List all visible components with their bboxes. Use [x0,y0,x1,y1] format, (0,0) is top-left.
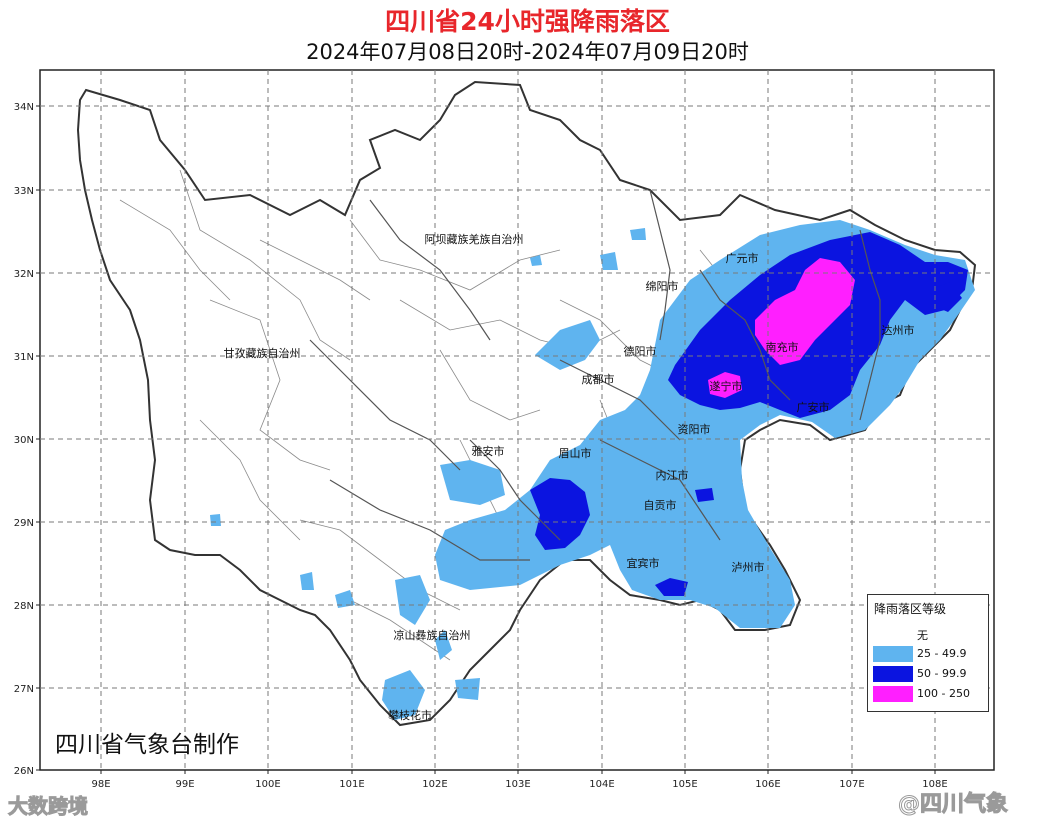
region-label-deyang: 德阳市 [624,344,657,358]
lat-label: 28N [14,601,34,612]
legend-label: 50 - 99.9 [917,667,967,680]
legend-label: 100 - 250 [917,687,970,700]
region-label-zigong: 自贡市 [644,498,677,512]
rain-level-100 [708,258,855,398]
lon-label: 107E [839,779,864,790]
region-label-liangshan: 凉山彝族自治州 [394,628,471,642]
legend-swatch [873,686,913,702]
region-label-aba: 阿坝藏族羌族自治州 [425,232,524,246]
legend-item-50: 50 - 99.9 [873,665,985,683]
legend-swatch [873,646,913,662]
grid-lines [40,70,994,770]
watermark-right: @四川气象 [897,792,1009,818]
legend-swatch [873,666,913,682]
lon-label: 108E [922,779,947,790]
region-label-dazhou: 达州市 [882,323,915,337]
legend-item-none: 无 [873,625,985,643]
region-label-meishan: 眉山市 [559,446,592,460]
lat-label: 27N [14,684,34,695]
map-subtitle: 2024年07月08日20时-2024年07月09日20时 [306,40,749,64]
lon-label: 99E [175,779,194,790]
legend-item-25: 25 - 49.9 [873,645,985,663]
lon-label: 103E [505,779,530,790]
region-label-nanchong: 南充市 [766,340,799,354]
lat-label: 29N [14,518,34,529]
watermark-left: 大数跨境 [8,794,89,819]
region-label-chengdu: 成都市 [582,372,615,386]
region-label-panzhihua: 攀枝花市 [388,708,432,722]
legend-swatch [873,626,913,642]
lat-label: 30N [14,435,34,446]
region-label-yaan: 雅安市 [472,444,505,458]
region-label-guangan: 广安市 [797,400,830,414]
lon-label: 98E [91,779,110,790]
region-label-ziyang: 资阳市 [678,422,711,436]
lat-label: 32N [14,269,34,280]
lat-labels: 34N 33N 32N 31N 30N 29N 28N 27N 26N [14,102,34,777]
region-label-suining: 遂宁市 [710,379,743,393]
legend-label: 无 [917,629,928,642]
lon-label: 106E [755,779,780,790]
tick-marks [36,105,936,774]
lon-label: 105E [672,779,697,790]
region-label-guangyuan: 广元市 [726,251,759,265]
lat-label: 33N [14,186,34,197]
region-label-mianyang: 绵阳市 [646,279,679,293]
region-label-neijiang: 内江市 [656,468,689,482]
lon-label: 101E [339,779,364,790]
region-labels: 阿坝藏族羌族自治州 甘孜藏族自治州 凉山彝族自治州 攀枝花市 雅安市 眉山市 成… [224,232,915,722]
lon-label: 104E [589,779,614,790]
lat-label: 26N [14,766,34,777]
legend-item-100: 100 - 250 [873,685,985,703]
region-label-ganzi: 甘孜藏族自治州 [224,346,301,360]
lon-label: 102E [422,779,447,790]
region-label-yibin: 宜宾市 [627,556,660,570]
lon-label: 100E [255,779,280,790]
producer-credit: 四川省气象台制作 [55,732,239,758]
legend-title: 降雨落区等级 [874,602,947,616]
legend-label: 25 - 49.9 [917,647,967,660]
lon-labels: 98E 99E 100E 101E 102E 103E 104E 105E 10… [91,779,947,790]
region-label-luzhou: 泸州市 [732,560,765,574]
prefecture-boundaries [309,189,881,561]
lat-label: 31N [14,352,34,363]
map-title: 四川省24小时强降雨落区 [385,7,670,36]
legend: 降雨落区等级 无 25 - 49.9 50 - 99.9 100 - 250 [867,594,989,712]
lat-label: 34N [14,102,34,113]
